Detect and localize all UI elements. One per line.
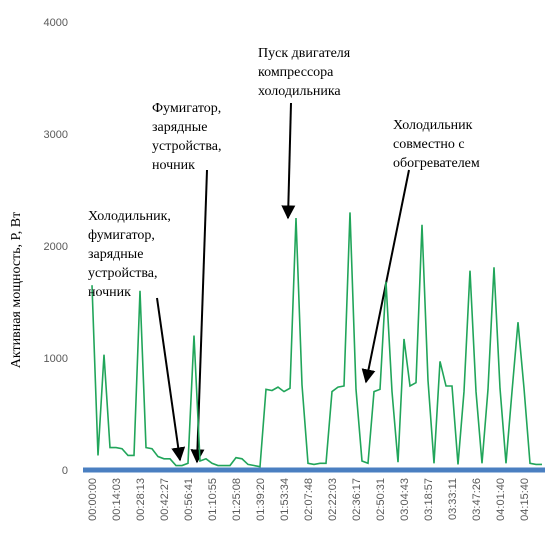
x-tick-label: 03:33:11	[447, 478, 459, 520]
x-tick-label: 04:15:40	[519, 478, 531, 521]
arrow	[156, 297, 186, 462]
x-tick-label: 00:28:13	[135, 478, 147, 521]
x-tick-label: 01:39:20	[255, 478, 267, 521]
annotation: зарядные	[152, 120, 207, 135]
arrows	[156, 102, 410, 464]
arrow	[281, 102, 296, 220]
x-tick-label: 04:01:40	[495, 478, 507, 521]
x-tick-label: 00:42:27	[159, 478, 171, 521]
x-tick-label: 00:00:00	[87, 478, 99, 521]
x-tick-label: 03:18:57	[423, 478, 435, 521]
annotation: Холодильник,	[88, 209, 171, 224]
arrow	[190, 169, 208, 464]
annotation: фумигатор,	[88, 228, 155, 243]
annotation: зарядные	[88, 247, 143, 262]
y-tick-label: 2000	[44, 241, 68, 253]
x-tick-label: 01:25:08	[231, 478, 243, 521]
annotation: устройства,	[88, 266, 157, 281]
x-tick-label: 02:07:48	[303, 478, 315, 521]
y-tick-label: 4000	[44, 17, 68, 29]
annotation: холодильника	[258, 84, 341, 99]
annotation: Пуск двигателя	[258, 46, 351, 61]
annotation: ночник	[152, 158, 195, 173]
x-tick-label: 02:36:17	[351, 478, 363, 521]
annotation: устройства,	[152, 139, 221, 154]
arrow	[361, 169, 410, 384]
y-tick-label: 0	[62, 465, 68, 477]
line	[91, 212, 542, 468]
annotation: Фумигатор,	[152, 101, 221, 116]
annotation: обогревателем	[393, 156, 480, 171]
annotation: ночник	[88, 285, 131, 300]
x-tick-label: 01:10:55	[207, 478, 219, 521]
annotation: совместно с	[393, 137, 465, 152]
x-tick-label: 03:04:43	[399, 478, 411, 521]
y-tick-label: 1000	[44, 353, 68, 365]
x-tick-label: 02:50:31	[375, 478, 387, 521]
x-tick-label: 03:47:26	[471, 478, 483, 521]
x-tick-label: 02:22:03	[327, 478, 339, 521]
x-tick-label: 00:56:41	[183, 478, 195, 521]
annotation: Холодильник	[393, 118, 473, 133]
y-tick-label: 3000	[44, 129, 68, 141]
annotation: компрессора	[258, 65, 334, 80]
x-tick-label: 00:14:03	[111, 478, 123, 521]
y-axis-label: Активная мощность, P, Вт	[9, 212, 24, 368]
x-tick-label: 01:53:34	[279, 478, 291, 521]
